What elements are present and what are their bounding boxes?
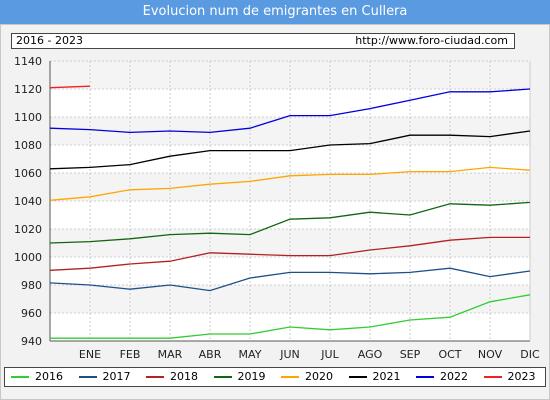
y-tick-label: 1100 [14, 111, 42, 124]
chart-title: Evolucion num de emigrantes en Cullera [0, 0, 550, 24]
legend-swatch [146, 376, 164, 378]
period-label: 2016 - 2023 [16, 34, 83, 47]
series-line-2022 [49, 88, 531, 134]
x-tick-label: DIC [520, 348, 540, 361]
x-tick-label: MAR [158, 348, 183, 361]
x-tick-label: ABR [199, 348, 222, 361]
legend-label: 2016 [35, 370, 63, 383]
series-line-2023 [49, 85, 91, 89]
x-tick-label: SEP [400, 348, 421, 361]
y-tick-label: 940 [21, 335, 42, 348]
x-tick-label: FEB [120, 348, 141, 361]
x-tick-label: AGO [358, 348, 383, 361]
legend-label: 2022 [440, 370, 468, 383]
x-tick-label: ENE [79, 348, 101, 361]
series-line-2020 [49, 166, 531, 201]
source-link[interactable]: http://www.foro-ciudad.com [355, 34, 508, 47]
y-tick-label: 1020 [14, 223, 42, 236]
legend-label: 2019 [237, 370, 266, 383]
y-tick-label: 1140 [14, 55, 42, 68]
x-tick-label: JUL [320, 348, 339, 361]
legend-label: 2021 [372, 370, 401, 383]
y-tick-label: 960 [21, 307, 42, 320]
x-tick-label: NOV [478, 348, 503, 361]
x-tick-label: MAY [239, 348, 262, 361]
y-tick-label: 1060 [14, 167, 42, 180]
legend: 2016 2017 2018 2019 2020 2021 2022 2023 [4, 367, 546, 387]
legend-label: 2020 [305, 370, 333, 383]
x-tick-label: OCT [438, 348, 461, 361]
legend-swatch [348, 376, 367, 378]
x-tick-label: JUN [279, 348, 300, 361]
legend-label: 2017 [102, 370, 131, 383]
series-line-2018 [49, 236, 530, 271]
y-tick-label: 980 [21, 279, 42, 292]
legend-label: 2018 [170, 370, 198, 383]
y-tick-label: 1000 [14, 251, 42, 264]
legend-swatch [213, 376, 232, 378]
legend-swatch [416, 376, 434, 378]
y-tick-label: 1120 [14, 83, 42, 96]
legend-swatch [78, 376, 97, 378]
series-line-2017 [49, 267, 531, 292]
legend-swatch [11, 376, 29, 378]
legend-label: 2023 [507, 370, 536, 383]
legend-swatch [281, 376, 299, 378]
series-line-2016 [50, 294, 531, 339]
y-tick-label: 1040 [14, 195, 42, 208]
info-box: 2016 - 2023 http://www.foro-ciudad.com [11, 33, 515, 49]
series-line-2021 [49, 130, 531, 170]
legend-swatch [483, 376, 502, 378]
y-tick-label: 1080 [14, 139, 42, 152]
series-line-2019 [49, 201, 531, 244]
